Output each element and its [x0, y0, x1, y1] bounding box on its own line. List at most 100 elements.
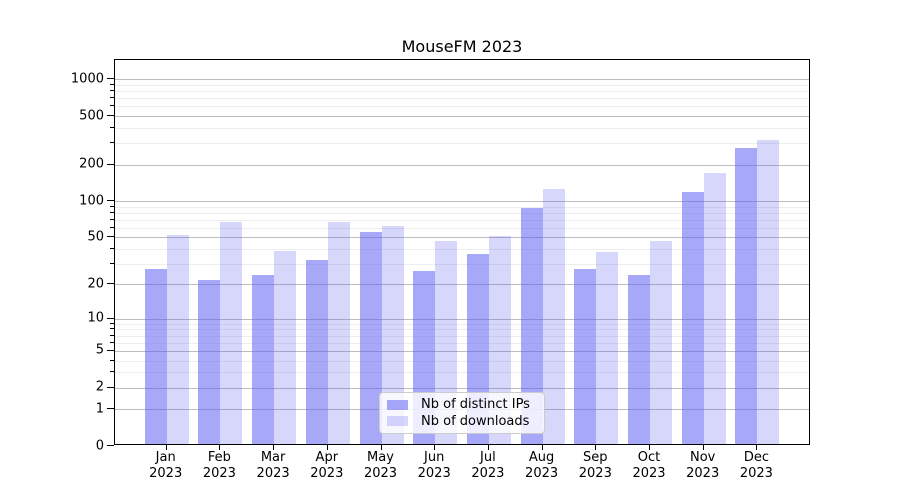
y-minor-gridline: [115, 219, 809, 221]
legend-swatch-distinct-ips: [387, 399, 408, 410]
bar-distinct-ips-sep: [574, 269, 597, 444]
y-major-gridline: [115, 164, 809, 166]
legend-label-downloads: Nb of downloads: [421, 413, 530, 429]
bar-downloads-may: [381, 225, 404, 444]
y-minor-tick: [110, 334, 114, 336]
bar-distinct-ips-dec: [735, 148, 758, 444]
y-minor-gridline: [115, 143, 809, 145]
bar-distinct-ips-may: [359, 232, 382, 444]
legend: Nb of distinct IPs Nb of downloads: [379, 392, 545, 434]
y-major-gridline: [115, 116, 809, 118]
y-minor-tick: [110, 328, 114, 330]
x-tick-label: Feb 2023: [202, 450, 236, 481]
bar-downloads-feb: [220, 221, 243, 444]
bar-distinct-ips-feb: [198, 279, 221, 444]
y-tick-label: 10: [87, 310, 104, 326]
y-tick: [107, 283, 114, 285]
chart-title: MouseFM 2023: [401, 37, 523, 56]
bar-distinct-ips-aug: [520, 207, 543, 444]
y-minor-gridline: [115, 335, 809, 337]
y-major-gridline: [115, 79, 809, 81]
x-tick-label: Oct 2023: [632, 450, 666, 481]
x-tick-label: Dec 2023: [739, 450, 773, 481]
y-major-gridline: [115, 201, 809, 203]
x-tick: [273, 445, 275, 450]
y-minor-gridline: [115, 248, 809, 250]
bar-distinct-ips-mar: [252, 275, 275, 444]
x-tick: [434, 445, 436, 450]
x-tick: [649, 445, 650, 450]
y-major-gridline: [115, 318, 809, 320]
y-minor-gridline: [115, 323, 809, 325]
plot-area: [114, 59, 810, 445]
x-tick: [326, 445, 328, 450]
x-tick: [487, 445, 489, 450]
y-tick-label: 5: [95, 342, 104, 358]
x-tick: [219, 445, 221, 450]
y-minor-tick: [110, 226, 114, 228]
bar-downloads-sep: [596, 252, 619, 444]
y-minor-gridline: [115, 263, 809, 265]
x-tick: [541, 445, 543, 450]
y-minor-gridline: [115, 84, 809, 86]
y-tick-label: 2: [95, 379, 104, 395]
y-tick: [107, 115, 114, 117]
bar-downloads-jan: [166, 235, 189, 444]
bar-distinct-ips-jan: [144, 269, 167, 444]
x-tick-label: Jun 2023: [417, 450, 451, 481]
y-tick-label: 0: [95, 438, 104, 453]
x-tick-label: Apr 2023: [310, 450, 344, 481]
y-minor-tick: [110, 218, 114, 220]
y-minor-tick: [110, 142, 114, 144]
x-tick: [595, 445, 597, 450]
x-tick-label: Nov 2023: [686, 450, 720, 481]
y-minor-gridline: [115, 329, 809, 331]
y-tick: [107, 236, 114, 238]
y-minor-gridline: [115, 372, 809, 374]
legend-swatch-downloads: [387, 416, 408, 427]
y-tick-label: 200: [79, 156, 104, 172]
y-major-gridline: [115, 237, 809, 239]
y-tick-label: 100: [79, 193, 104, 209]
x-tick-label: Jan 2023: [149, 450, 183, 481]
bar-downloads-apr: [327, 221, 350, 444]
y-minor-tick: [110, 205, 114, 207]
y-minor-tick: [110, 126, 114, 128]
x-tick: [380, 445, 382, 450]
y-minor-tick: [110, 341, 114, 343]
y-minor-tick: [110, 97, 114, 99]
y-minor-tick: [110, 211, 114, 213]
bar-distinct-ips-oct: [628, 275, 650, 444]
x-tick-label: Sep 2023: [578, 450, 612, 481]
x-tick: [165, 445, 167, 450]
y-minor-gridline: [115, 127, 809, 129]
bar-downloads-dec: [757, 139, 780, 444]
x-tick-label: May 2023: [363, 450, 398, 481]
y-minor-gridline: [115, 106, 809, 108]
y-minor-tick: [110, 247, 114, 249]
y-tick: [107, 200, 114, 202]
legend-label-distinct-ips: Nb of distinct IPs: [421, 397, 530, 413]
y-tick-label: 500: [79, 108, 104, 124]
y-minor-gridline: [115, 212, 809, 214]
bar-distinct-ips-nov: [681, 191, 704, 444]
y-minor-tick: [110, 262, 114, 264]
y-minor-gridline: [115, 91, 809, 93]
y-tick-label: 50: [87, 229, 104, 245]
bar-downloads-nov: [703, 172, 726, 444]
bar-downloads-oct: [650, 240, 672, 444]
y-minor-tick: [110, 371, 114, 373]
y-major-gridline: [115, 284, 809, 286]
y-minor-tick: [110, 359, 114, 361]
bar-distinct-ips-apr: [305, 260, 328, 444]
y-minor-gridline: [115, 360, 809, 362]
y-tick: [107, 386, 114, 388]
y-minor-tick: [110, 83, 114, 85]
y-minor-tick: [110, 322, 114, 324]
legend-item-distinct-ips: Nb of distinct IPs: [387, 397, 537, 412]
y-tick: [107, 445, 114, 446]
y-tick: [107, 408, 114, 410]
y-tick: [107, 163, 114, 165]
y-tick-label: 20: [87, 276, 104, 292]
y-minor-tick: [110, 105, 114, 107]
